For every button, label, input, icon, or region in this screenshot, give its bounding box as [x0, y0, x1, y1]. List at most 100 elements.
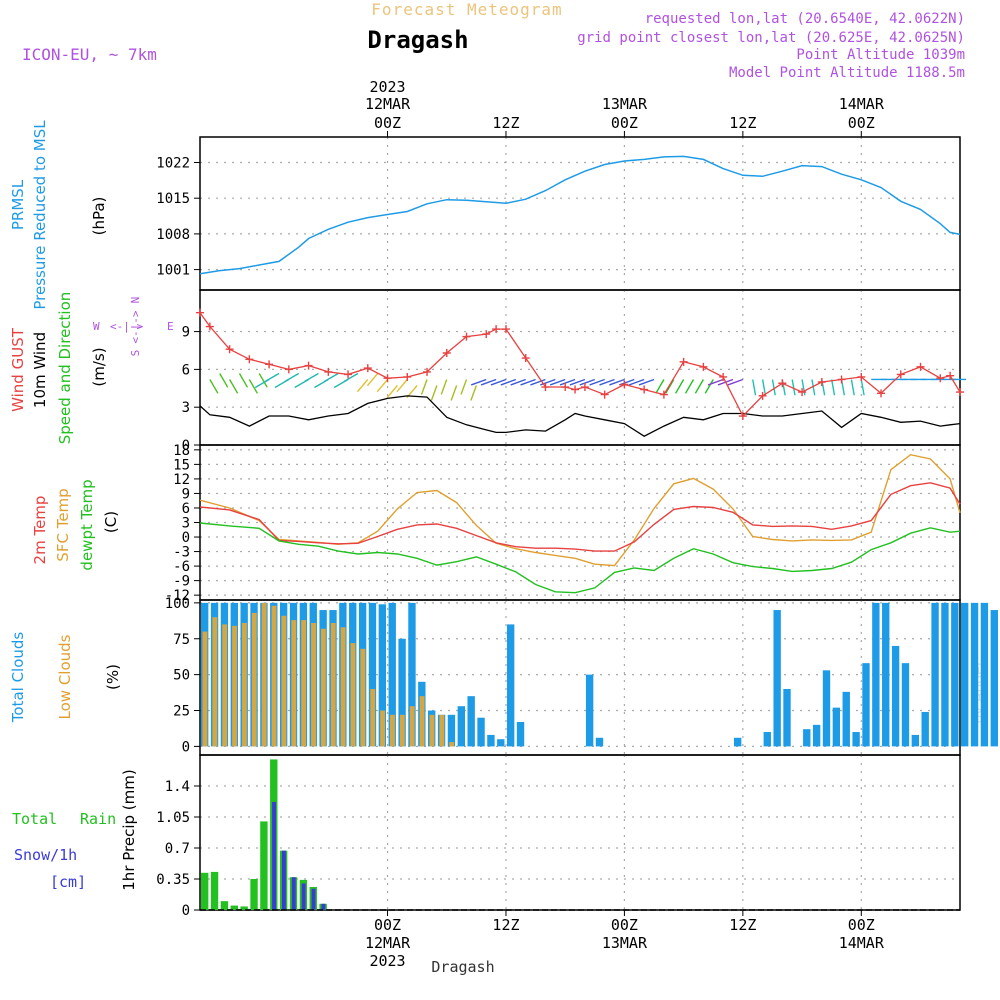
total-cloud-bar	[803, 729, 811, 747]
wind-gust-marker	[541, 383, 550, 392]
total-cloud-bar	[733, 737, 742, 747]
low-cloud-bar	[390, 714, 395, 747]
y-tick-label: 15	[173, 457, 190, 473]
wind-gust-marker	[936, 374, 945, 383]
y-tick-label: 1.05	[156, 810, 190, 826]
y-tick-label: 9	[182, 486, 190, 502]
top-hour-label: 00Z	[611, 114, 638, 132]
temp-labels: 2m Temp SFC Temp dewpt Temp (C)	[31, 479, 120, 570]
wind-direction-arrow	[470, 378, 487, 386]
low-cloud-bar	[330, 622, 336, 747]
wind-direction-arrow	[450, 385, 458, 401]
y-tick-label: 0	[182, 739, 190, 755]
snow-bar	[281, 850, 286, 910]
total-cloud-bar	[980, 602, 989, 747]
total-cloud-bar	[467, 696, 475, 747]
y-tick-label: 0.7	[165, 841, 190, 857]
y-tick-label: 3	[182, 516, 190, 532]
compass-w: W	[93, 320, 100, 333]
y-tick-label: 12	[173, 472, 190, 488]
wind-direction-arrow	[386, 385, 398, 399]
dewpt-line	[199, 522, 961, 594]
wind-gust-marker	[561, 383, 570, 392]
y-tick-label: 1001	[156, 263, 190, 279]
pressure-labels: PRMSL Pressure Reduced to MSL (hPa)	[9, 120, 108, 310]
total-cloud-bar	[822, 670, 831, 747]
wind-gust-marker	[659, 390, 668, 399]
top-date-label: 12MAR	[365, 95, 411, 113]
compass-rose: W E N S <-|-> <-|->	[93, 297, 174, 357]
bottom-date-label: 14MAR	[839, 934, 885, 952]
temp-unit: (C)	[102, 511, 120, 533]
total-cloud-bar	[891, 645, 900, 747]
total-cloud-bar	[832, 707, 841, 747]
low-cloud-bar	[261, 602, 267, 747]
total-cloud-label: Total Clouds	[9, 632, 27, 724]
low-cloud-bar	[370, 688, 376, 747]
y-tick-label: 25	[173, 704, 190, 720]
wind-direction-arrow	[248, 379, 258, 394]
wind-direction-arrow	[356, 379, 369, 393]
wind-direction-arrow	[704, 379, 714, 394]
wind-direction-arrow	[366, 373, 379, 387]
wind-gust-marker	[324, 367, 333, 376]
total-cloud-bar	[408, 602, 416, 747]
total-cloud-bar	[990, 610, 998, 747]
low-cloud-bar	[360, 648, 366, 747]
y-tick-label: 0.35	[156, 872, 190, 888]
total-cloud-bar	[763, 732, 771, 747]
y-tick-label: 0	[182, 530, 190, 546]
temp-2m-label: 2m Temp	[31, 496, 49, 565]
total-cloud-bar	[961, 602, 969, 747]
wind-gust-marker	[442, 349, 451, 358]
bottom-date-label: 12MAR	[365, 934, 411, 952]
requested-coords: requested lon,lat (20.6540E, 42.0622N)	[645, 11, 965, 27]
low-cloud-bar	[271, 605, 277, 747]
cloud-labels: Total Clouds Low Clouds (%)	[9, 632, 122, 724]
wind-gust-marker	[344, 370, 353, 379]
wind-direction-arrow	[609, 378, 625, 386]
low-cloud-bar	[202, 631, 208, 747]
wind-direction-arrow	[470, 385, 478, 401]
wind-direction-arrow	[323, 372, 339, 383]
wind-dir-label: Speed and Direction	[56, 292, 74, 445]
wind-direction-arrow	[440, 379, 448, 395]
wind-direction-arrow	[284, 372, 300, 383]
low-cloud-label: Low Clouds	[56, 634, 74, 719]
wind-labels: Wind GUST 10m Wind Speed and Direction (…	[9, 292, 174, 445]
low-cloud-bar	[340, 627, 346, 747]
low-cloud-bar	[301, 620, 307, 747]
wind-direction-arrow	[430, 385, 438, 401]
y-tick-label: 6	[182, 501, 190, 517]
compass-n: N	[129, 297, 142, 304]
total-cloud-bar	[447, 714, 456, 747]
total-cloud-bar	[783, 688, 791, 747]
total-cloud-bar	[773, 610, 781, 747]
wind-direction-arrow	[480, 378, 497, 386]
wind-direction-arrow	[771, 379, 776, 396]
total-cloud-bar	[872, 602, 880, 747]
wind-direction-arrow	[830, 379, 836, 396]
wind-direction-arrow	[860, 379, 865, 396]
low-cloud-bar	[350, 643, 356, 747]
rain-bar	[260, 821, 268, 910]
low-cloud-bar	[380, 710, 386, 747]
y-tick-label: 75	[173, 632, 190, 648]
bottom-hour-label: 12Z	[729, 916, 756, 934]
total-cloud-bar	[842, 691, 850, 747]
wind-gust-marker	[679, 357, 688, 366]
wind-direction-arrow	[761, 379, 767, 396]
y-tick-label: 1.4	[165, 779, 190, 795]
total-cloud-bar	[398, 638, 406, 747]
top-hour-label: 12Z	[492, 114, 519, 132]
wind-direction-arrow	[376, 379, 389, 393]
wind-direction-arrow	[490, 378, 507, 386]
total-cloud-bar	[901, 663, 910, 747]
wind-gust-label: Wind GUST	[9, 327, 27, 412]
total-cloud-bar	[477, 717, 485, 747]
low-cloud-bar	[281, 615, 287, 747]
total-cloud-bar	[585, 674, 594, 747]
y-tick-label: -12	[165, 588, 190, 604]
wind-direction-arrow	[589, 378, 605, 386]
